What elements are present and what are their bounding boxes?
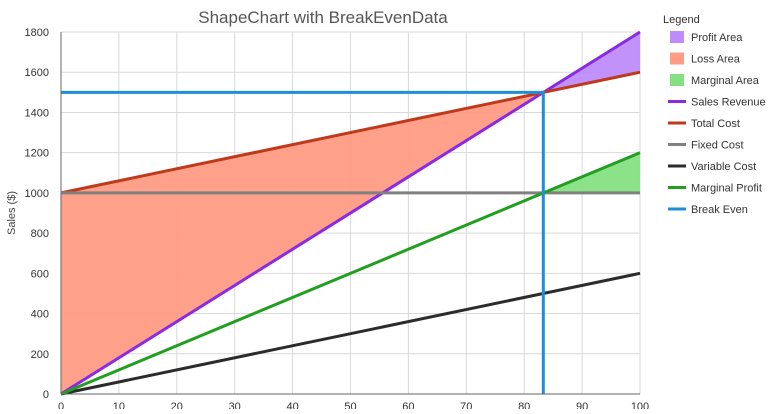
x-tick-label: 40 — [286, 401, 298, 409]
break-even-line — [61, 90, 545, 394]
legend-item-profit-area[interactable]: Profit Area — [670, 31, 743, 44]
x-tick-label: 30 — [229, 401, 241, 409]
legend-label: Loss Area — [691, 54, 741, 66]
legend-swatch — [670, 74, 684, 86]
legend-label: Sales Revenue — [691, 97, 766, 109]
line-layer — [60, 30, 641, 396]
x-tick-label: 100 — [631, 401, 649, 409]
legend-label: Break Even — [691, 204, 748, 216]
y-tick-label: 1800 — [25, 27, 49, 39]
y-tick-label: 1000 — [25, 188, 49, 200]
legend[interactable]: Profit Area Loss Area Marginal Area Sales R… — [668, 31, 766, 216]
x-tick-label: 0 — [58, 401, 64, 409]
legend-swatch — [670, 31, 684, 43]
y-tick-label: 400 — [31, 309, 49, 321]
legend-item-sales-revenue[interactable]: Sales Revenue — [668, 97, 766, 109]
y-tick-label: 800 — [31, 228, 49, 240]
legend-label: Profit Area — [691, 32, 743, 44]
x-tick-label: 90 — [576, 401, 588, 409]
chart-title: ShapeChart with BreakEvenData — [198, 8, 448, 27]
x-tick-label: 70 — [460, 401, 472, 409]
legend-label: Fixed Cost — [691, 140, 744, 152]
y-tick-label: 1600 — [25, 67, 49, 79]
x-tick-label: 10 — [113, 401, 125, 409]
legend-label: Total Cost — [691, 118, 740, 130]
legend-item-break-even[interactable]: Break Even — [668, 204, 748, 216]
y-tick-label: 1200 — [25, 148, 49, 160]
x-tick-label: 50 — [344, 401, 356, 409]
legend-item-loss-area[interactable]: Loss Area — [670, 52, 741, 66]
x-tick-label: 60 — [402, 401, 414, 409]
legend-item-marginal-profit[interactable]: Marginal Profit — [668, 183, 762, 195]
legend-item-marginal-area[interactable]: Marginal Area — [670, 74, 760, 87]
y-tick-label: 1400 — [25, 107, 49, 119]
legend-item-fixed-cost[interactable]: Fixed Cost — [668, 140, 744, 152]
legend-label: Marginal Area — [691, 75, 760, 87]
y-tick-label: 0 — [43, 389, 49, 401]
x-tick-label: 80 — [518, 401, 530, 409]
legend-swatch — [670, 52, 684, 65]
legend-item-total-cost[interactable]: Total Cost — [668, 118, 740, 130]
legend-item-variable-cost[interactable]: Variable Cost — [668, 161, 756, 173]
legend-title: Legend — [663, 14, 700, 26]
y-axis-title: Sales ($) — [6, 191, 18, 235]
legend-label: Variable Cost — [691, 161, 756, 173]
legend-label: Marginal Profit — [691, 183, 762, 195]
y-tick-label: 600 — [31, 268, 49, 280]
y-tick-label: 200 — [31, 349, 49, 361]
x-tick-label: 20 — [171, 401, 183, 409]
